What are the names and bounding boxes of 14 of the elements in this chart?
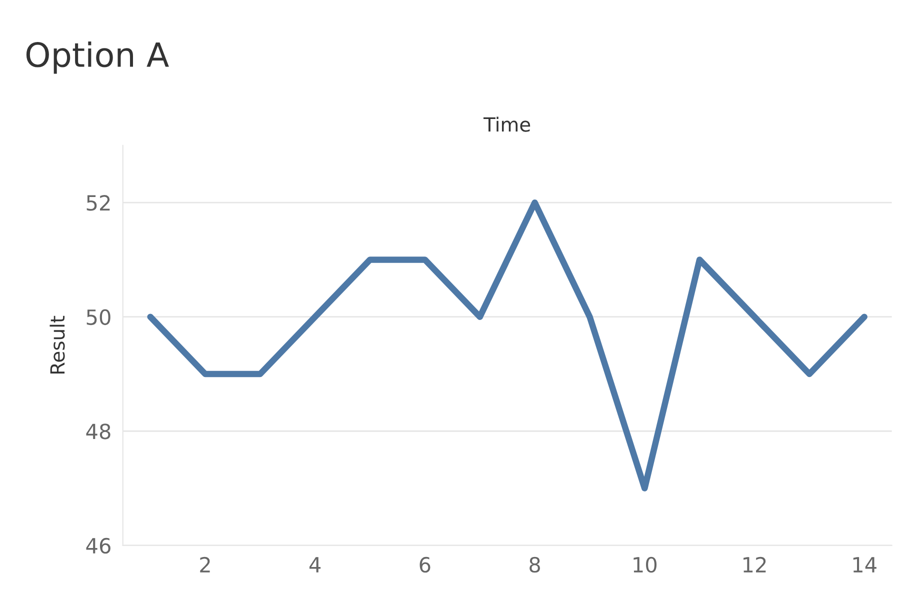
x-tick-label: 6 — [420, 556, 430, 573]
x-tick-label: 2 — [200, 556, 210, 572]
x-tick-label: 4 — [309, 557, 321, 572]
y-tick-label: 50 — [86, 309, 110, 326]
x-tick-label: 14 — [853, 557, 876, 572]
y-tick-label: 46 — [86, 538, 110, 554]
y-tick-label: 52 — [86, 195, 110, 211]
x-tick-label: 12 — [744, 556, 766, 572]
x-tick-label: 10 — [634, 556, 657, 573]
chart-title: Option A — [26, 41, 169, 74]
x-axis-title: Time — [483, 116, 530, 132]
x-tick-label: 8 — [530, 556, 540, 573]
y-tick-label: 48 — [86, 424, 110, 440]
y-axis-title: Result — [50, 316, 65, 374]
